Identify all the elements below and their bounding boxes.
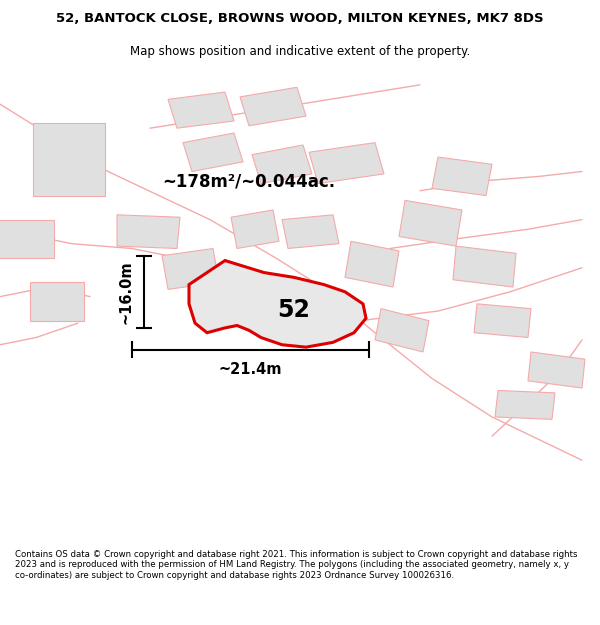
Polygon shape <box>309 142 384 184</box>
Polygon shape <box>474 304 531 338</box>
Text: ~16.0m: ~16.0m <box>118 260 133 324</box>
Text: ~21.4m: ~21.4m <box>219 362 282 377</box>
Polygon shape <box>30 282 84 321</box>
Polygon shape <box>168 92 234 128</box>
Polygon shape <box>252 145 312 184</box>
Polygon shape <box>33 123 105 196</box>
Polygon shape <box>528 352 585 388</box>
Polygon shape <box>432 157 492 196</box>
Polygon shape <box>399 201 462 246</box>
Polygon shape <box>183 133 243 171</box>
Polygon shape <box>231 210 279 249</box>
Polygon shape <box>345 241 399 287</box>
Polygon shape <box>189 261 366 347</box>
Text: Map shows position and indicative extent of the property.: Map shows position and indicative extent… <box>130 45 470 58</box>
Polygon shape <box>117 215 180 249</box>
Text: 52, BANTOCK CLOSE, BROWNS WOOD, MILTON KEYNES, MK7 8DS: 52, BANTOCK CLOSE, BROWNS WOOD, MILTON K… <box>56 12 544 25</box>
Text: 52: 52 <box>278 298 310 322</box>
Polygon shape <box>495 391 555 419</box>
Polygon shape <box>240 88 306 126</box>
Polygon shape <box>453 246 516 287</box>
Polygon shape <box>282 215 339 249</box>
Text: Contains OS data © Crown copyright and database right 2021. This information is : Contains OS data © Crown copyright and d… <box>15 550 577 580</box>
Polygon shape <box>375 309 429 352</box>
Polygon shape <box>0 219 54 258</box>
Polygon shape <box>162 249 219 289</box>
Text: ~178m²/~0.044ac.: ~178m²/~0.044ac. <box>162 172 335 190</box>
